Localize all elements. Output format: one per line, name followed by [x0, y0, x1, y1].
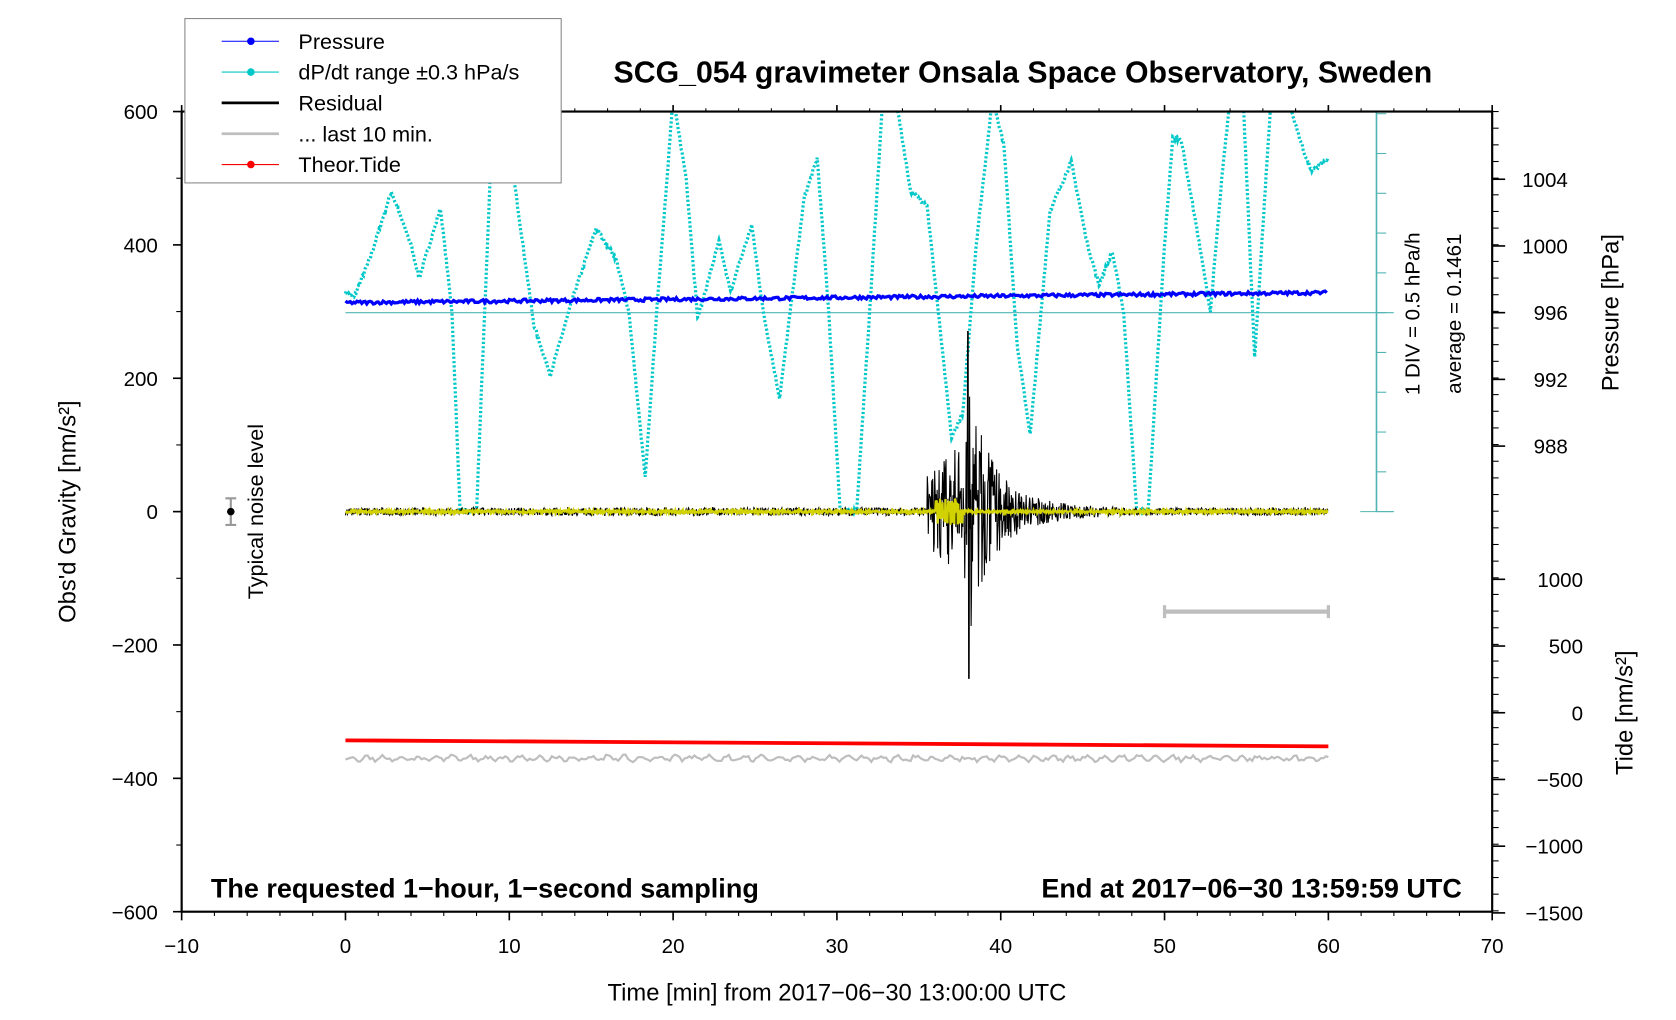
- residual-smoothed-line: [344, 498, 1329, 525]
- y-tick-label: −600: [112, 901, 158, 924]
- tide-tick-label: 500: [1549, 636, 1583, 659]
- y-tick-label: −400: [112, 768, 158, 791]
- pressure-tick-label: 988: [1534, 436, 1568, 459]
- pressure-tick-label: 1000: [1522, 236, 1568, 259]
- x-tick-label: 50: [1153, 935, 1176, 958]
- y-tick-label: 0: [146, 501, 157, 524]
- y-tick-label: 200: [124, 368, 158, 391]
- chart-title: SCG_054 gravimeter Onsala Space Observat…: [614, 56, 1433, 89]
- legend-marker-0: [247, 37, 255, 46]
- div-label: 1 DIV = 0.5 hPa/h: [1402, 232, 1425, 395]
- y-tick-label: −200: [112, 635, 158, 658]
- x-tick-label: 20: [662, 935, 685, 958]
- y-tick-label: 600: [124, 101, 158, 124]
- y-axis-label: Obs'd Gravity [nm/s²]: [55, 400, 82, 622]
- tide-tick-label: −1500: [1525, 902, 1583, 925]
- pressure-tick-label: 1004: [1522, 169, 1568, 192]
- tide-axis-label: Tide [nm/s²]: [1612, 650, 1639, 775]
- pressure-tick-label: 992: [1534, 369, 1568, 392]
- y-tick-label: 400: [124, 234, 158, 257]
- legend-marker-4: [247, 160, 255, 169]
- x-tick-label: 60: [1317, 935, 1340, 958]
- legend-label-0: Pressure: [298, 29, 384, 54]
- legend-label-4: Theor.Tide: [298, 152, 401, 177]
- tide-tick-label: −1000: [1525, 836, 1583, 859]
- sampling-note: The requested 1−hour, 1−second sampling: [211, 874, 759, 904]
- pressure-series-line: [344, 289, 1328, 307]
- tide-tick-label: 0: [1572, 702, 1583, 725]
- tide-tick-label: 1000: [1537, 569, 1583, 592]
- x-axis-label: Time [min] from 2017−06−30 13:00:00 UTC: [608, 979, 1067, 1006]
- x-tick-label: 10: [498, 935, 521, 958]
- legend-label-1: dP/dt range ±0.3 hPa/s: [298, 60, 519, 85]
- tide-tick-label: −500: [1537, 769, 1583, 792]
- pressure-tick-label: 996: [1534, 302, 1568, 325]
- legend-label-2: Residual: [298, 90, 382, 115]
- pressure-axis-label: Pressure [hPa]: [1598, 234, 1625, 391]
- average-label: average = 0.1461: [1443, 234, 1466, 394]
- residual-series-line: [344, 331, 1329, 679]
- theor-tide-line: [345, 738, 1329, 749]
- x-tick-label: 0: [340, 935, 351, 958]
- legend-marker-1: [247, 68, 255, 76]
- legend-label-3: ... last 10 min.: [298, 121, 433, 146]
- legend: Pressure dP/dt range ±0.3 hPa/s Residual..…: [184, 18, 562, 184]
- x-tick-label: 30: [825, 935, 848, 958]
- end-time-note: End at 2017−06−30 13:59:59 UTC: [1041, 874, 1461, 904]
- x-tick-label: −10: [164, 935, 199, 958]
- x-tick-label: 40: [989, 935, 1012, 958]
- last-10-min-line: [345, 753, 1329, 764]
- noise-point: [227, 507, 235, 516]
- noise-level-label: Typical noise level: [243, 424, 268, 599]
- x-tick-label: 70: [1481, 935, 1504, 958]
